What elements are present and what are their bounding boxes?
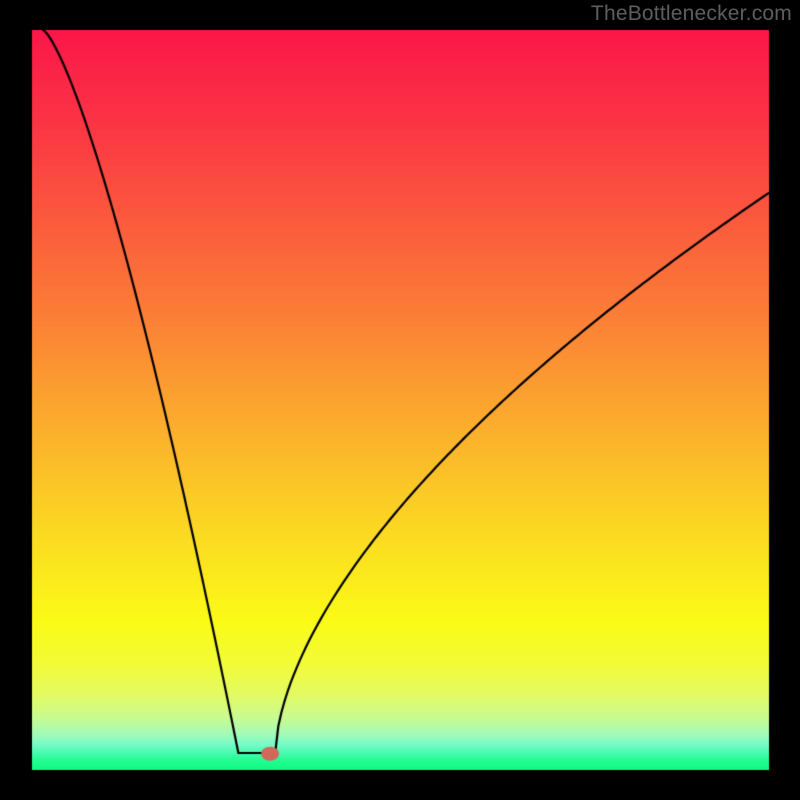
chart-stage: TheBottlenecker.com — [0, 0, 800, 800]
bottleneck-chart-canvas — [0, 0, 800, 800]
